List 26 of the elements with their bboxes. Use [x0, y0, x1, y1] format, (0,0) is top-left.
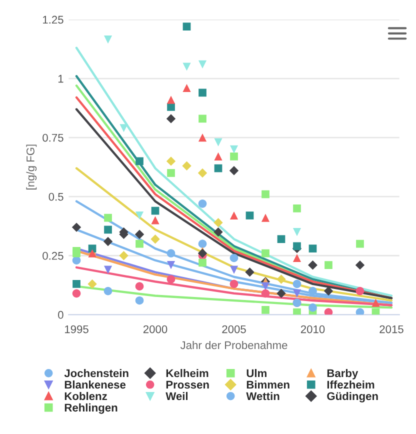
- legend-label: Rehlingen: [64, 403, 118, 414]
- y-tick-label: 0: [58, 310, 64, 319]
- legend-label: Kelheim: [166, 369, 208, 378]
- legend-label: Bimmen: [246, 380, 290, 389]
- legend-label: Jochenstein: [64, 369, 128, 378]
- y-axis-title: [ng/g FG]: [26, 144, 37, 190]
- legend-label: Wettin: [246, 392, 280, 400]
- y-tick-label: 1.25: [43, 16, 64, 24]
- legend-label: Weil: [166, 392, 188, 400]
- legend-label: Prossen: [166, 380, 209, 389]
- x-axis-title: Jahr der Probenahme: [180, 340, 288, 350]
- x-tick-label: 2015: [380, 325, 404, 334]
- x-tick-label: 2010: [300, 325, 325, 334]
- y-tick-label: 0.5: [48, 192, 64, 201]
- legend-label: Blankenese: [64, 380, 126, 389]
- x-tick-label: 2005: [222, 325, 246, 334]
- legend-label: Iffezheim: [327, 380, 374, 389]
- y-tick-label: 1: [58, 74, 64, 83]
- legend-label: Ulm: [246, 369, 266, 378]
- legend-label: Güdingen: [327, 392, 378, 402]
- y-tick-label: 0.75: [42, 134, 64, 142]
- x-tick-label: 1995: [65, 325, 88, 334]
- x-tick-label: 2000: [143, 325, 168, 334]
- legend-label: Barby: [327, 369, 358, 380]
- legend-label: Koblenz: [64, 392, 107, 400]
- y-tick-label: 0.25: [42, 252, 64, 260]
